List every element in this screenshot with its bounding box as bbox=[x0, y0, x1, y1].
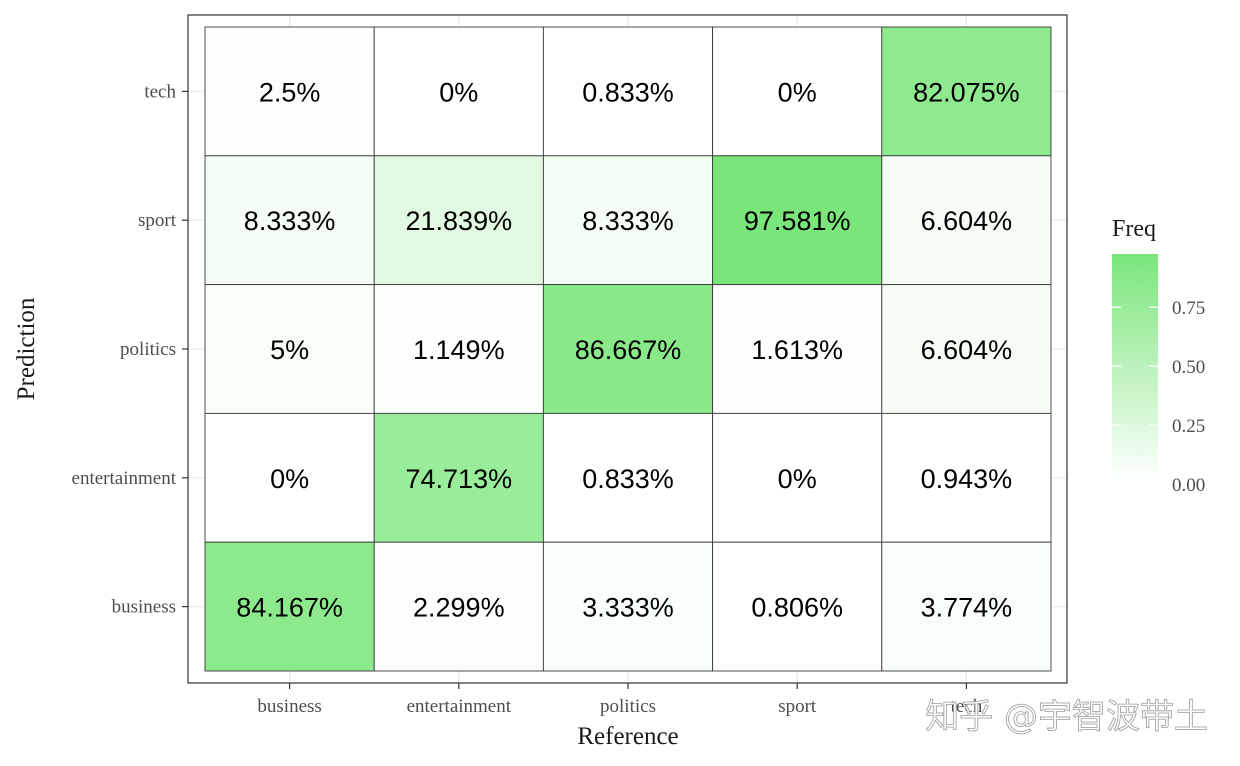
cell-label-business-sport: 0.806% bbox=[751, 593, 843, 623]
legend-tick-label: 0.25 bbox=[1172, 416, 1205, 437]
watermark: 知乎 @宇智波带土 bbox=[925, 697, 1208, 737]
cell-label-sport-entertainment: 21.839% bbox=[406, 206, 513, 236]
cell-label-politics-business: 5% bbox=[270, 335, 309, 365]
cell-label-tech-entertainment: 0% bbox=[439, 77, 478, 107]
y-axis-title: Prediction bbox=[13, 297, 40, 400]
cell-label-business-tech: 3.774% bbox=[921, 593, 1013, 623]
cell-label-politics-tech: 6.604% bbox=[921, 335, 1013, 365]
x-tick-label-sport: sport bbox=[778, 696, 817, 717]
x-axis: business entertainment politics sport tech bbox=[257, 683, 983, 717]
cell-label-entertainment-sport: 0% bbox=[778, 464, 817, 494]
heatmap-cell-business-entertainment bbox=[373, 541, 544, 672]
heatmap-cell-business-business bbox=[204, 541, 375, 672]
y-tick-label-entertainment: entertainment bbox=[72, 468, 177, 489]
cell-label-business-business: 84.167% bbox=[236, 593, 343, 623]
cell-label-sport-tech: 6.604% bbox=[921, 206, 1013, 236]
x-tick-label-politics: politics bbox=[600, 696, 656, 717]
heatmap-cell-entertainment-sport bbox=[712, 412, 883, 543]
heatmap-cell-sport-tech bbox=[881, 155, 1052, 286]
y-tick-label-sport: sport bbox=[138, 210, 177, 231]
heatmap-cell-entertainment-politics bbox=[542, 412, 714, 543]
cell-label-politics-entertainment: 1.149% bbox=[413, 335, 505, 365]
y-tick-label-business: business bbox=[112, 597, 176, 618]
heatmap-cell-entertainment-tech bbox=[881, 412, 1052, 543]
x-tick-label-tech: tech bbox=[951, 696, 983, 717]
heatmap-cells bbox=[204, 26, 1052, 672]
x-tick-label-business: business bbox=[257, 696, 321, 717]
cell-label-business-politics: 3.333% bbox=[582, 593, 674, 623]
cell-label-entertainment-business: 0% bbox=[270, 464, 309, 494]
heatmap-cell-politics-tech bbox=[881, 284, 1052, 414]
legend-tick-label: 0.75 bbox=[1172, 298, 1205, 319]
cell-label-tech-business: 2.5% bbox=[259, 77, 321, 107]
heatmap-cell-politics-sport bbox=[712, 284, 883, 414]
legend-tick-label: 0.50 bbox=[1172, 357, 1205, 378]
cell-label-sport-politics: 8.333% bbox=[582, 206, 674, 236]
y-tick-label-tech: tech bbox=[144, 81, 176, 102]
legend-ticks: 0.00 0.25 0.50 0.75 bbox=[1112, 298, 1205, 496]
heatmap-cell-business-politics bbox=[542, 541, 714, 672]
legend: Freq 0.00 0.25 0.50 0.75 bbox=[1112, 216, 1205, 496]
cell-label-tech-sport: 0% bbox=[778, 77, 817, 107]
heatmap-cell-tech-business bbox=[204, 26, 375, 157]
cell-label-sport-business: 8.333% bbox=[244, 206, 336, 236]
cell-label-entertainment-entertainment: 74.713% bbox=[406, 464, 513, 494]
heatmap-cell-politics-politics bbox=[542, 284, 714, 414]
heatmap-cell-entertainment-business bbox=[204, 412, 375, 543]
cell-labels: 2.5% 0% 0.833% 0% 82.075% 8.333% 21.839% 8.333%… bbox=[236, 77, 1019, 622]
heatmap-cell-sport-entertainment bbox=[373, 155, 544, 286]
heatmap-cell-tech-sport bbox=[712, 26, 883, 157]
y-axis: business entertainment politics sport tech bbox=[72, 81, 188, 618]
cell-label-tech-politics: 0.833% bbox=[582, 77, 674, 107]
heatmap-cell-sport-sport bbox=[712, 155, 883, 286]
legend-title: Freq bbox=[1112, 216, 1156, 242]
heatmap-cell-politics-business bbox=[204, 284, 375, 414]
heatmap-cell-business-tech bbox=[881, 541, 1052, 672]
heatmap-cell-tech-tech bbox=[881, 26, 1052, 157]
legend-tick-label: 0.00 bbox=[1172, 475, 1205, 496]
cell-label-tech-tech: 82.075% bbox=[913, 77, 1020, 107]
x-tick-label-entertainment: entertainment bbox=[407, 696, 512, 717]
heatmap-cell-business-sport bbox=[712, 541, 883, 672]
heatmap-cell-politics-entertainment bbox=[373, 284, 544, 414]
heatmap-cell-sport-business bbox=[204, 155, 375, 286]
y-tick-label-politics: politics bbox=[120, 339, 176, 360]
x-axis-title: Reference bbox=[577, 723, 678, 750]
heatmap-cell-sport-politics bbox=[542, 155, 714, 286]
cell-label-entertainment-politics: 0.833% bbox=[582, 464, 674, 494]
cell-label-entertainment-tech: 0.943% bbox=[921, 464, 1013, 494]
cell-label-politics-politics: 86.667% bbox=[575, 335, 682, 365]
legend-colorbar bbox=[1112, 254, 1158, 484]
cell-label-business-entertainment: 2.299% bbox=[413, 593, 505, 623]
heatmap-cell-tech-entertainment bbox=[373, 26, 544, 157]
cell-label-politics-sport: 1.613% bbox=[751, 335, 843, 365]
cell-label-sport-sport: 97.581% bbox=[744, 206, 851, 236]
